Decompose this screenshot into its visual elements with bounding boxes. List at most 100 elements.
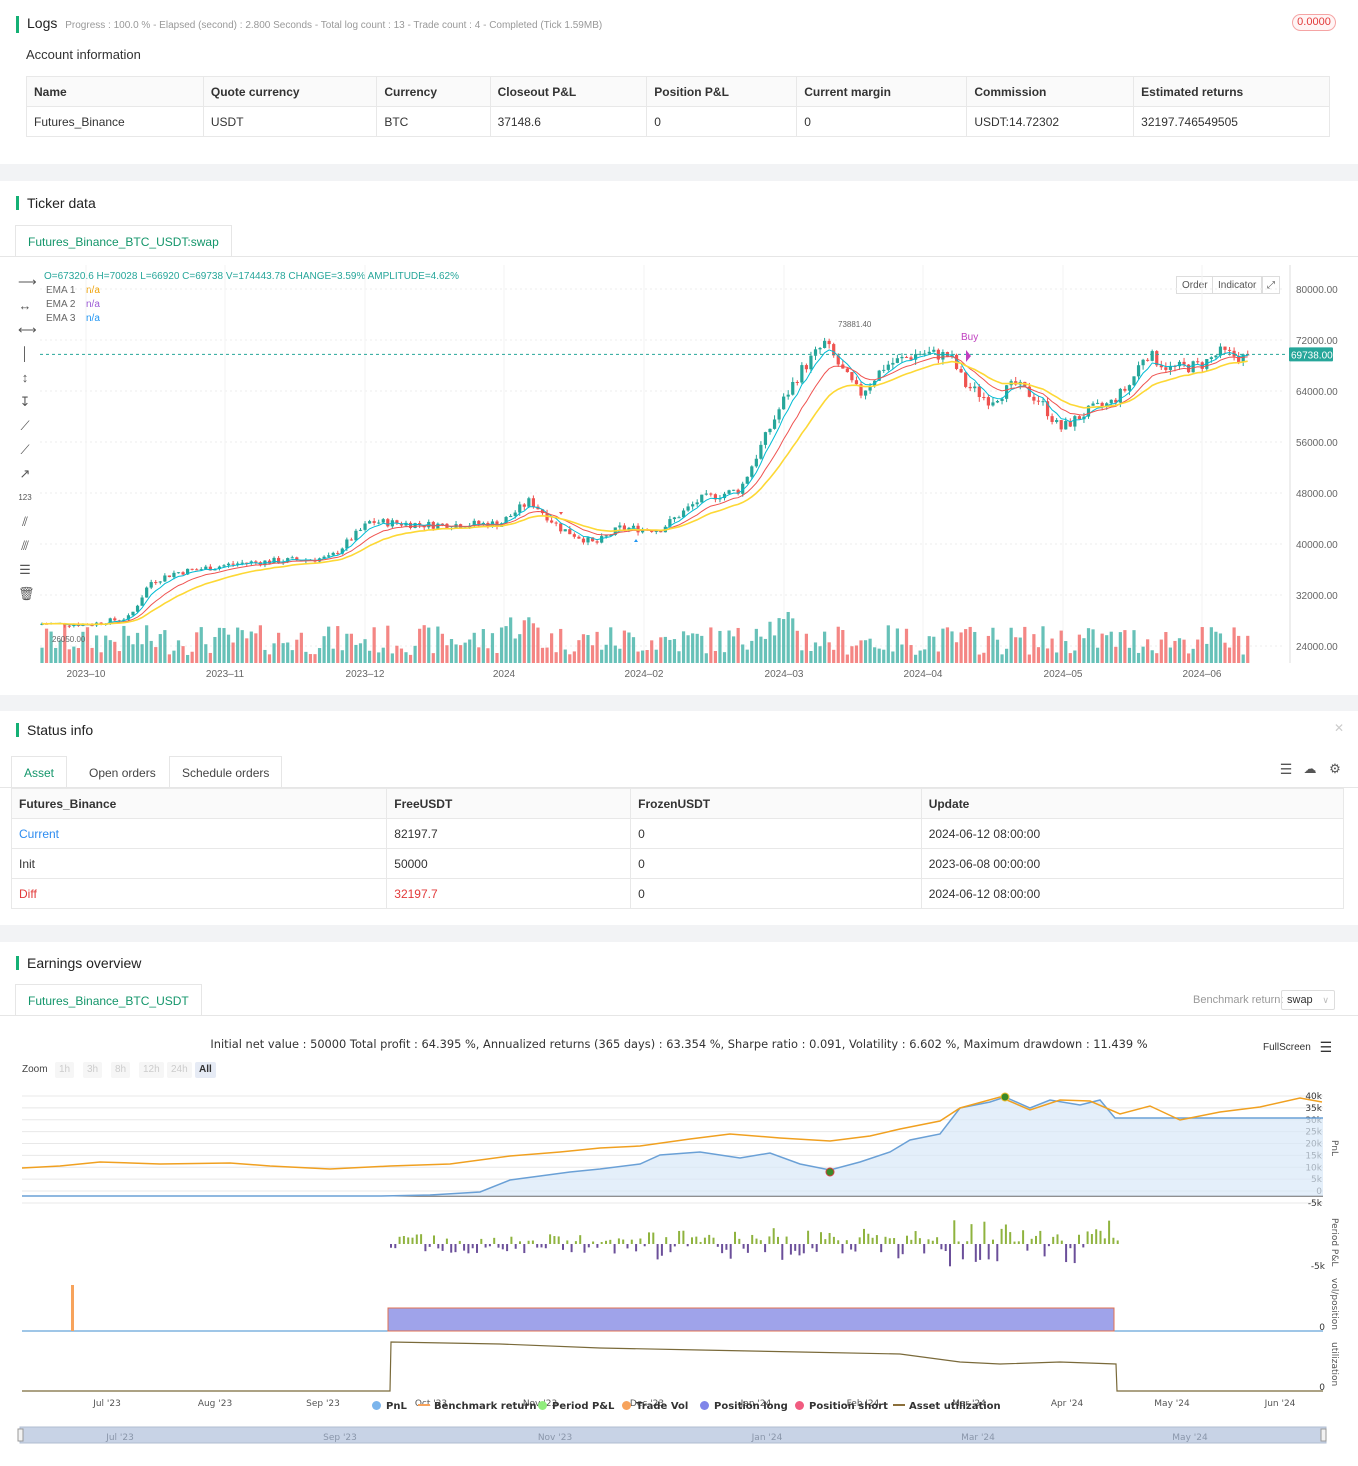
candlestick-chart[interactable]: 80000.00 72000.00 64000.00 56000.00 48000.00… [0, 181, 1358, 695]
candle-body [217, 566, 222, 570]
legend-item[interactable]: Period P&L [538, 1401, 614, 1412]
candle-body [950, 354, 954, 357]
cloud-download-icon[interactable]: ☁ [1303, 761, 1317, 776]
account-cell: USDT [202, 106, 378, 137]
parallel-channel-icon[interactable]: ⫽ [22, 514, 28, 529]
candle-body [472, 520, 476, 526]
candle-body [1141, 359, 1145, 366]
zoom-12h[interactable]: 12h [139, 1062, 164, 1078]
candle-body [1182, 361, 1186, 365]
volume-bar [718, 630, 722, 663]
legend-item[interactable]: Position short [795, 1401, 888, 1412]
legend-item[interactable]: Asset utilization [893, 1401, 1001, 1412]
zoom-8h[interactable]: 8h [111, 1062, 131, 1078]
horizontal-line-icon[interactable]: ⟶ [18, 274, 37, 289]
volume-bar [145, 625, 149, 663]
volume-bar [345, 633, 349, 663]
volume-bar [832, 649, 836, 663]
legend-dot-icon [622, 1401, 631, 1410]
legend-item[interactable]: Trade Vol [622, 1401, 688, 1412]
zoom-all[interactable]: All [195, 1062, 216, 1078]
tab-asset[interactable]: Asset [11, 756, 68, 788]
menu-icon[interactable]: ☰ [1319, 1039, 1333, 1055]
volume-bar [1191, 648, 1195, 663]
account-col-header: Closeout P&L [489, 76, 648, 107]
price-range-icon[interactable]: 123 [18, 493, 32, 502]
signal-marker [634, 539, 638, 542]
account-cell: 0 [646, 106, 798, 137]
zoom-3h[interactable]: 3h [83, 1062, 103, 1078]
vertical-line-icon[interactable]: │ [20, 346, 30, 361]
account-cell: USDT:14.72302 [966, 106, 1135, 137]
table-row: Current 82197.7 0 2024-06-12 08:00:00 [10, 818, 1345, 849]
legend-item[interactable]: Position long [700, 1401, 788, 1412]
legend-item[interactable]: Benchmark return [418, 1401, 536, 1412]
candle-body [226, 563, 231, 566]
volume-bar [167, 654, 171, 663]
ray-line-icon[interactable]: ⟋ [20, 442, 30, 457]
asset-cell: 32197.7 [386, 878, 632, 909]
volume-bar [336, 626, 340, 663]
candle-body [572, 534, 576, 537]
asset-header-row: Futures_Binance FreeUSDT FrozenUSDT Update [10, 788, 1345, 819]
volume-bar [390, 653, 394, 663]
fullscreen-button[interactable]: FullScreen ☰ [1263, 1039, 1332, 1056]
trend-line-icon[interactable]: ⟋ [20, 418, 30, 433]
horizontal-ray-icon[interactable]: ↔ [18, 298, 32, 313]
zoom-1h[interactable]: 1h [55, 1062, 75, 1078]
status-close-icon[interactable]: ✕ [1333, 721, 1344, 735]
volume-bar [1187, 653, 1191, 663]
candle-body [1127, 385, 1132, 391]
volume-bar [436, 626, 440, 663]
candle-body [886, 364, 890, 370]
candle-body [1036, 400, 1041, 402]
volume-bar [709, 627, 713, 663]
vertical-ray-icon[interactable]: ↧ [19, 394, 31, 409]
earnings-summary: Initial net value : 50000 Total profit :… [210, 1037, 1148, 1051]
tab-ticker-symbol[interactable]: Futures_Binance_BTC_USDT:swap [15, 225, 232, 257]
candle-body [208, 566, 212, 571]
candle-body [1132, 376, 1136, 386]
candle-body [286, 558, 290, 563]
fib-retracement-icon[interactable]: ☰ [19, 562, 31, 577]
volume-bar [936, 651, 940, 663]
earnings-tab-underline [0, 1015, 1358, 1016]
extended-line-icon[interactable]: ⟷ [18, 322, 37, 337]
trash-icon[interactable]: 🗑 [18, 586, 35, 601]
candle-body [1214, 355, 1218, 358]
volume-bar [645, 650, 649, 663]
volume-bar [113, 641, 117, 663]
benchmark-select[interactable]: swap ∨ [1281, 990, 1335, 1010]
expand-icon[interactable]: ⤢ [1262, 276, 1280, 294]
legend-item[interactable]: PnL [372, 1401, 407, 1412]
candle-body [113, 618, 117, 621]
candle-body [722, 493, 727, 499]
volume-bar [513, 638, 517, 663]
indicator-button[interactable]: Indicator [1212, 276, 1263, 294]
volume-bar [950, 631, 954, 663]
legend-label: Benchmark return [434, 1401, 537, 1412]
volume-bar [1014, 637, 1018, 663]
volume-bar [299, 632, 303, 663]
vertical-segment-icon[interactable]: ↕ [21, 370, 29, 385]
logs-badge[interactable]: 0.0000 [1292, 14, 1336, 31]
tab-schedule-orders[interactable]: Schedule orders [169, 756, 283, 788]
asset-col-header: FrozenUSDT [630, 788, 922, 819]
arrow-line-icon[interactable]: ↗ [19, 466, 31, 481]
tab-earnings-symbol[interactable]: Futures_Binance_BTC_USDT [15, 984, 202, 1016]
volume-bar [554, 652, 558, 663]
gear-icon[interactable]: ⚙ [1329, 761, 1341, 776]
candle-body [800, 365, 804, 383]
volume-bar [759, 636, 763, 663]
fib-channel-icon[interactable]: ⫻ [21, 538, 29, 553]
tab-open-orders[interactable]: Open orders [76, 756, 169, 788]
list-icon[interactable]: ☰ [1279, 761, 1293, 777]
volume-bar [372, 627, 376, 663]
candle-body [691, 504, 695, 507]
candle-body [754, 458, 758, 467]
candle-body [868, 385, 872, 391]
zoom-24h[interactable]: 24h [167, 1062, 192, 1078]
candle-body [1168, 365, 1172, 370]
volume-bar [54, 647, 58, 663]
volume-bar [618, 648, 622, 663]
